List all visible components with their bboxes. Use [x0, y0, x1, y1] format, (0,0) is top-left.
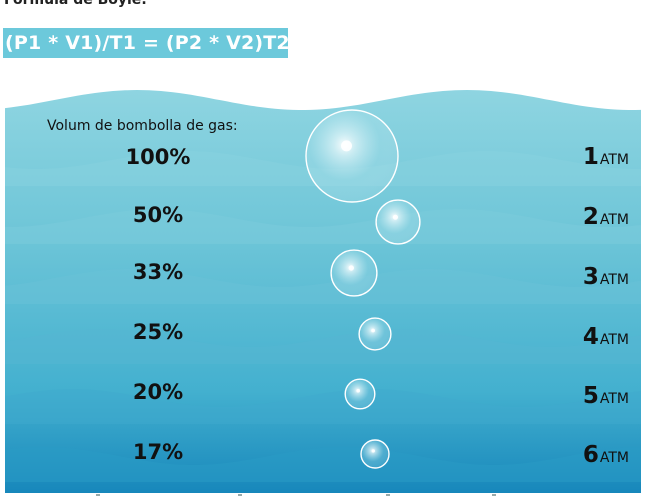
bubble-highlight [392, 214, 398, 220]
volume-percent-1: 100% [125, 145, 191, 169]
bubble-outline [330, 249, 378, 297]
volume-percent-2: 50% [132, 203, 184, 227]
water-waves [5, 88, 641, 493]
volume-percent-3: 33% [132, 260, 184, 284]
pressure-value: 6 [582, 442, 599, 468]
gas-bubble-6 [360, 439, 390, 469]
pressure-value: 4 [582, 324, 599, 350]
pressure-label-4: 4ATM [583, 324, 629, 350]
pressure-value: 3 [582, 264, 599, 290]
bubble-highlight [371, 328, 375, 333]
volume-percent-5: 20% [132, 380, 184, 404]
page-mark [96, 494, 100, 496]
bubble-outline [344, 378, 376, 410]
bubble-highlight [341, 140, 352, 152]
volume-percent-6: 17% [132, 440, 184, 464]
boyle-formula: (P1 * V1)/T1 = (P2 * V2)T2 [3, 28, 290, 58]
wave-band [5, 151, 641, 186]
diagram-title: Formula de Boyle: [4, 0, 147, 8]
wave-band [5, 389, 641, 424]
wave-band [5, 209, 641, 244]
page-mark [492, 494, 496, 496]
pressure-unit: ATM [599, 391, 629, 407]
bubble-highlight [356, 388, 361, 393]
pressure-unit: ATM [599, 212, 629, 228]
pressure-label-1: 1ATM [583, 144, 629, 170]
volume-percent-4: 25% [132, 320, 184, 344]
page-mark [386, 494, 390, 496]
bubble-volume-caption: Volum de bombolla de gas: [47, 118, 238, 134]
bubble-outline [305, 109, 399, 203]
gas-bubble-4 [358, 317, 392, 351]
gas-bubble-3 [330, 249, 378, 297]
pressure-unit: ATM [599, 332, 629, 348]
bubble-outline [375, 199, 421, 245]
pressure-unit: ATM [599, 272, 629, 288]
page-mark [238, 494, 242, 496]
pressure-label-6: 6ATM [583, 442, 629, 468]
pressure-label-2: 2ATM [583, 204, 629, 230]
bubble-highlight [371, 449, 375, 453]
pressure-label-3: 3ATM [583, 264, 629, 290]
pressure-value: 2 [582, 204, 599, 230]
gas-bubble-2 [375, 199, 421, 245]
water-surface [5, 88, 641, 110]
pressure-value: 1 [582, 144, 599, 170]
bubble-outline [358, 317, 392, 351]
water-scene: Volum de bombolla de gas: 100% 50% 33% 2… [5, 88, 641, 493]
wave-band [5, 329, 641, 364]
wave-band [5, 269, 641, 304]
bubble-highlight [348, 265, 354, 271]
wave-band [5, 447, 641, 482]
pressure-unit: ATM [599, 152, 629, 168]
bubble-outline [360, 439, 390, 469]
gas-bubble-1 [305, 109, 399, 203]
pressure-value: 5 [582, 383, 599, 409]
pressure-unit: ATM [599, 450, 629, 466]
pressure-label-5: 5ATM [583, 383, 629, 409]
gas-bubble-5 [344, 378, 376, 410]
